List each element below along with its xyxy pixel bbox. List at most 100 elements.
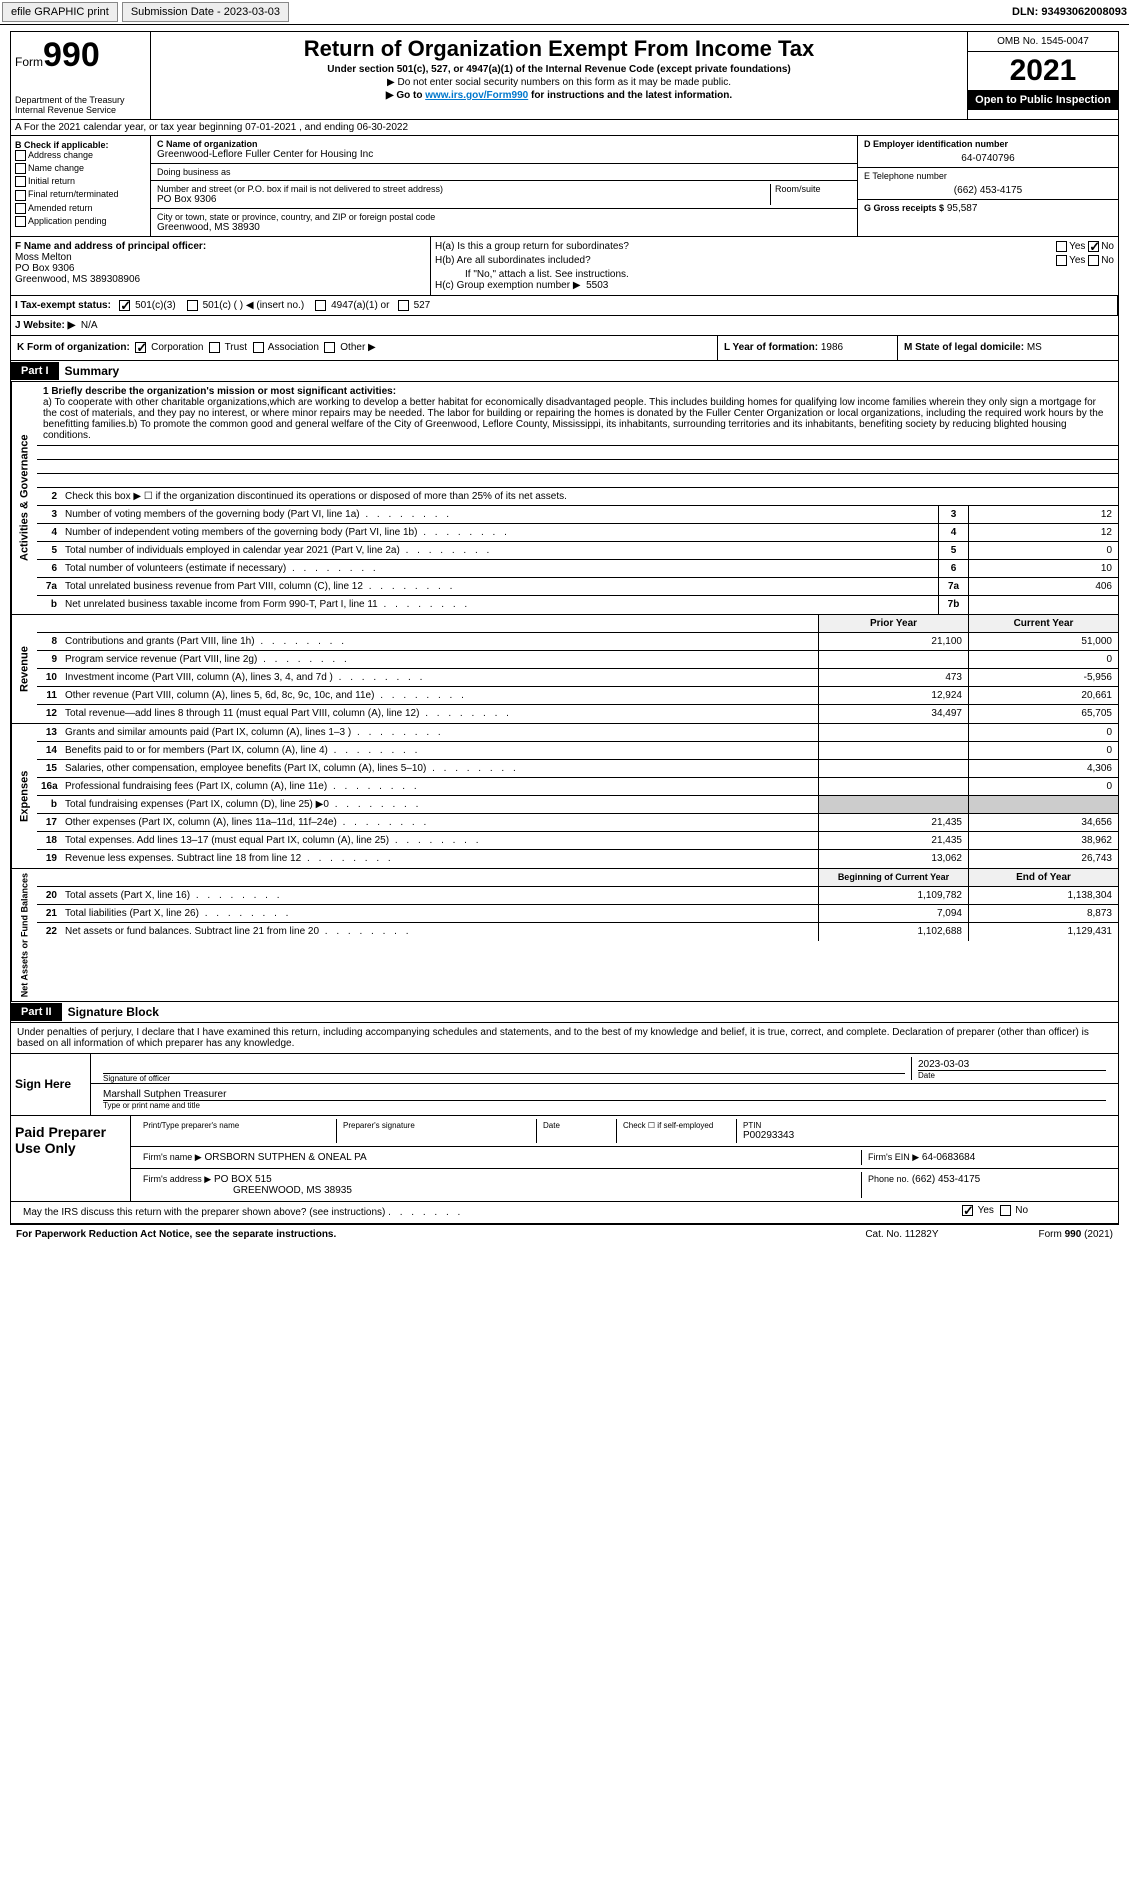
table-row: 18Total expenses. Add lines 13–17 (must … [37, 832, 1118, 850]
hb-label: H(b) Are all subordinates included? [435, 255, 994, 266]
ha-yes[interactable] [1056, 241, 1067, 252]
org-name: Greenwood-Leflore Fuller Center for Hous… [157, 149, 851, 160]
sig-date: 2023-03-03 [918, 1059, 1106, 1070]
hdr-prior-year: Prior Year [818, 615, 968, 632]
table-row: 20Total assets (Part X, line 16) . . . .… [37, 887, 1118, 905]
table-row: 6Total number of volunteers (estimate if… [37, 560, 1118, 578]
city-label: City or town, state or province, country… [157, 212, 851, 222]
street-label: Number and street (or P.O. box if mail i… [157, 184, 766, 194]
mission-block: 1 Briefly describe the organization's mi… [37, 382, 1118, 446]
check-name-change[interactable] [15, 163, 26, 174]
discuss-yes[interactable] [962, 1205, 973, 1216]
hb-no[interactable] [1088, 255, 1099, 266]
col-b-checkboxes: B Check if applicable: Address change Na… [11, 136, 151, 236]
room-label: Room/suite [775, 184, 851, 194]
street-value: PO Box 9306 [157, 194, 766, 205]
check-address-change[interactable] [15, 150, 26, 161]
table-row: 15Salaries, other compensation, employee… [37, 760, 1118, 778]
table-row: 22Net assets or fund balances. Subtract … [37, 923, 1118, 941]
form-word: Form [15, 55, 43, 69]
tax-year: 2021 [968, 52, 1118, 90]
table-row: 19Revenue less expenses. Subtract line 1… [37, 850, 1118, 868]
firm-city: GREENWOOD, MS 38935 [233, 1185, 855, 1196]
col-f-officer: F Name and address of principal officer:… [11, 237, 431, 295]
ha-no[interactable] [1088, 241, 1099, 252]
omb-number: OMB No. 1545-0047 [968, 32, 1118, 52]
check-other[interactable] [324, 342, 335, 353]
hdr-current-year: Current Year [968, 615, 1118, 632]
firm-phone: (662) 453-4175 [912, 1174, 980, 1185]
check-final-return[interactable] [15, 190, 26, 201]
form-990: Form990 Department of the Treasury Inter… [0, 25, 1129, 1250]
tax-exempt-status: I Tax-exempt status: 501(c)(3) 501(c) ( … [11, 296, 1118, 315]
check-amended[interactable] [15, 203, 26, 214]
side-revenue: Revenue [11, 615, 37, 723]
firm-address: PO BOX 515 [214, 1174, 272, 1185]
table-row: 8Contributions and grants (Part VIII, li… [37, 633, 1118, 651]
discuss-label: May the IRS discuss this return with the… [23, 1207, 385, 1218]
open-inspection: Open to Public Inspection [968, 90, 1118, 110]
irs-label: Internal Revenue Service [15, 105, 146, 115]
website-value: N/A [81, 320, 98, 331]
table-row: 14Benefits paid to or for members (Part … [37, 742, 1118, 760]
hdr-end: End of Year [968, 869, 1118, 886]
side-netassets: Net Assets or Fund Balances [11, 869, 37, 1001]
table-row: 13Grants and similar amounts paid (Part … [37, 724, 1118, 742]
penalty-text: Under penalties of perjury, I declare th… [11, 1023, 1118, 1053]
table-row: 5Total number of individuals employed in… [37, 542, 1118, 560]
table-row: 3Number of voting members of the governi… [37, 506, 1118, 524]
phone-value: (662) 453-4175 [864, 185, 1112, 196]
efile-button[interactable]: efile GRAPHIC print [2, 2, 118, 22]
table-row: 21Total liabilities (Part X, line 26) . … [37, 905, 1118, 923]
check-corporation[interactable] [135, 342, 146, 353]
submission-date: Submission Date - 2023-03-03 [122, 2, 289, 22]
row-a-tax-year: A For the 2021 calendar year, or tax yea… [10, 120, 1119, 136]
col-h-group: H(a) Is this a group return for subordin… [431, 237, 1118, 295]
table-row: bNet unrelated business taxable income f… [37, 596, 1118, 614]
part1-header: Part I [11, 362, 59, 380]
footer-paperwork: For Paperwork Reduction Act Notice, see … [16, 1229, 336, 1240]
check-527[interactable] [398, 300, 409, 311]
check-initial-return[interactable] [15, 176, 26, 187]
hc-label: H(c) Group exemption number ▶ [435, 280, 581, 291]
check-application-pending[interactable] [15, 216, 26, 227]
check-association[interactable] [253, 342, 264, 353]
table-row: 17Other expenses (Part IX, column (A), l… [37, 814, 1118, 832]
table-row: 9Program service revenue (Part VIII, lin… [37, 651, 1118, 669]
state-domicile: M State of legal domicile: MS [898, 336, 1118, 359]
subtitle-2: ▶ Do not enter social security numbers o… [159, 77, 959, 88]
hc-value: 5503 [586, 280, 608, 291]
discuss-no[interactable] [1000, 1205, 1011, 1216]
self-employed-check[interactable]: Check ☐ if self-employed [623, 1121, 730, 1130]
officer-name: Moss Melton [15, 252, 426, 263]
dba-label: Doing business as [157, 167, 851, 177]
form-title: Return of Organization Exempt From Incom… [159, 36, 959, 62]
city-value: Greenwood, MS 38930 [157, 222, 851, 233]
year-formation: L Year of formation: 1986 [718, 336, 898, 359]
part1-title: Summary [59, 361, 126, 381]
side-governance: Activities & Governance [11, 382, 37, 614]
table-row: bTotal fundraising expenses (Part IX, co… [37, 796, 1118, 814]
irs-link[interactable]: www.irs.gov/Form990 [425, 90, 528, 101]
form-header: Form990 Department of the Treasury Inter… [10, 31, 1119, 120]
table-row: 16aProfessional fundraising fees (Part I… [37, 778, 1118, 796]
check-trust[interactable] [209, 342, 220, 353]
officer-print-name: Marshall Sutphen Treasurer [103, 1089, 1106, 1100]
ein-label: D Employer identification number [864, 139, 1112, 149]
check-4947[interactable] [315, 300, 326, 311]
top-bar: efile GRAPHIC print Submission Date - 20… [0, 0, 1129, 25]
part2-header: Part II [11, 1003, 62, 1021]
side-expenses: Expenses [11, 724, 37, 868]
firm-name: ORSBORN SUTPHEN & ONEAL PA [204, 1152, 366, 1163]
sign-here-label: Sign Here [11, 1054, 91, 1115]
subtitle-3: ▶ Go to www.irs.gov/Form990 for instruct… [159, 90, 959, 101]
col-c-org-info: C Name of organization Greenwood-Leflore… [151, 136, 858, 236]
part2-title: Signature Block [62, 1002, 165, 1022]
officer-city: Greenwood, MS 389308906 [15, 274, 426, 285]
table-row: 12Total revenue—add lines 8 through 11 (… [37, 705, 1118, 723]
check-501c[interactable] [187, 300, 198, 311]
gross-value: 95,587 [947, 203, 978, 214]
check-501c3[interactable] [119, 300, 130, 311]
table-row: 11Other revenue (Part VIII, column (A), … [37, 687, 1118, 705]
hb-yes[interactable] [1056, 255, 1067, 266]
